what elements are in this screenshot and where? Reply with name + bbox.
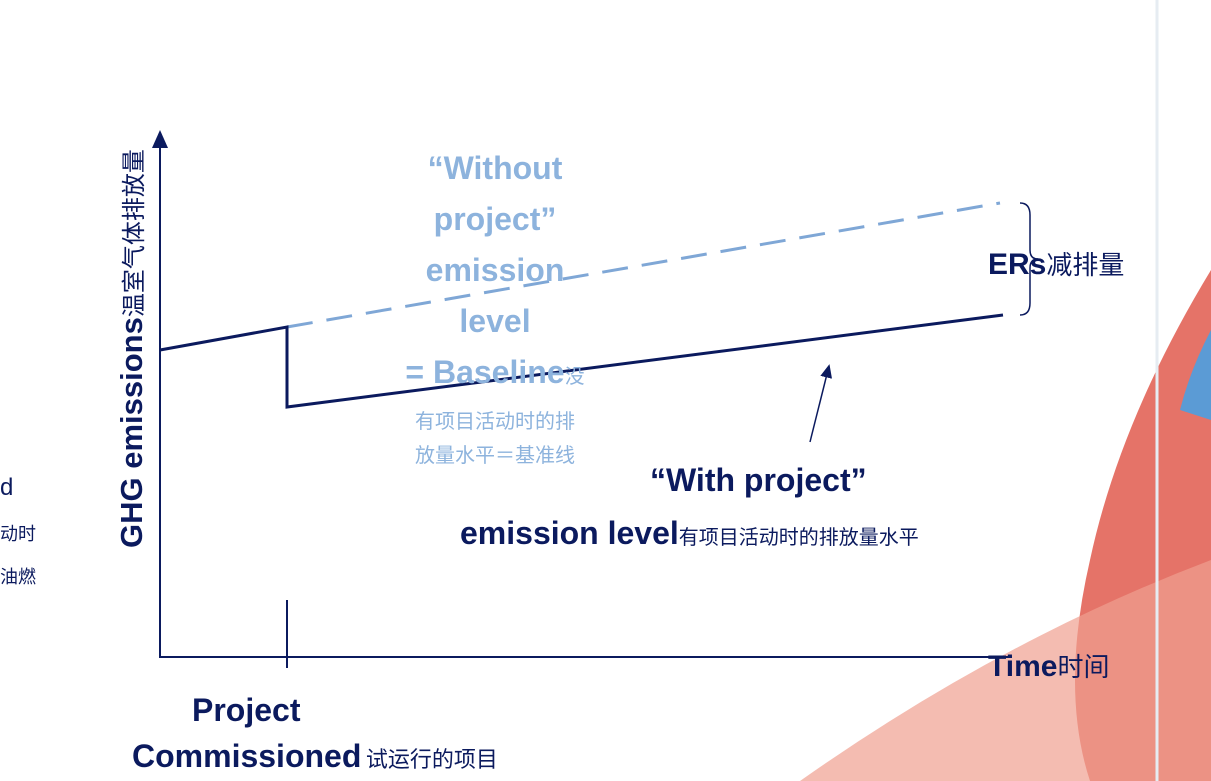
- baseline-line-text: “Without: [427, 150, 563, 186]
- decor-pink: [800, 560, 1211, 781]
- baseline-line-text: = Baseline没: [360, 347, 630, 402]
- with-project-en: emission level: [460, 515, 679, 551]
- x-axis-en: Time: [988, 650, 1058, 683]
- cropped-text: d: [0, 474, 14, 501]
- baseline-label: “Without project” emission level = Basel…: [360, 143, 630, 470]
- baseline-line-text: emission: [425, 252, 565, 288]
- y-axis-label: GHG emissions温室气体排放量: [114, 149, 149, 548]
- commissioned-label-2: Commissioned 试运行的项目: [132, 738, 498, 775]
- x-axis-label: Time时间: [988, 647, 1110, 684]
- reductions-en: ERs: [988, 248, 1047, 281]
- with-project-label: “With project”: [650, 462, 867, 498]
- reductions-label: ERs减排量: [988, 245, 1124, 282]
- cropped-text: 油燃: [0, 567, 36, 588]
- baseline-en: = Baseline: [405, 354, 565, 390]
- y-axis-label-en: GHG emissions: [114, 317, 149, 548]
- baseline-zh: 有项目活动时的排: [415, 409, 575, 433]
- reduction-brace: [1019, 202, 1039, 316]
- commissioned-label: Project: [192, 692, 301, 728]
- decor-blue: [1180, 330, 1211, 420]
- y-axis-label-zh: 温室气体排放量: [120, 149, 148, 317]
- commissioned-zh: 试运行的项目: [365, 748, 498, 773]
- x-axis-zh: 时间: [1057, 653, 1110, 683]
- commissioned-en: Commissioned: [132, 738, 362, 774]
- baseline-line-text: project”: [433, 201, 557, 237]
- baseline-zh: 放量水平＝基准线: [415, 443, 575, 467]
- baseline-zh: 没: [564, 364, 585, 388]
- cropped-text: 动时: [0, 524, 36, 545]
- pointer-arrow: [809, 364, 833, 443]
- project-line: [159, 313, 1004, 409]
- baseline-line-text: level: [459, 303, 531, 339]
- with-project-zh: 有项目活动时的排放量水平: [678, 525, 919, 549]
- reductions-zh: 减排量: [1046, 251, 1125, 281]
- baseline-line: [286, 201, 1001, 329]
- with-project-label-2: emission level有项目活动时的排放量水平: [460, 515, 919, 552]
